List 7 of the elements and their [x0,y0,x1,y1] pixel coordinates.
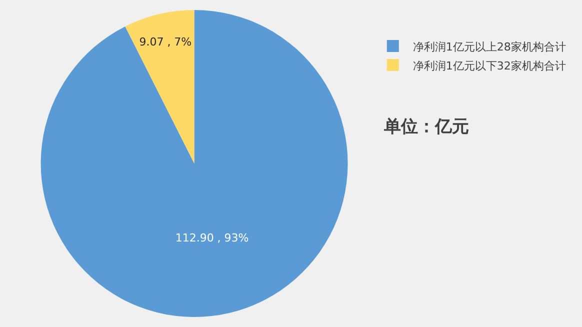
data-label: 9.07 , 7% [139,36,192,49]
legend-label: 净利润1亿元以上28家机构合计 [412,40,566,54]
pie-slice [41,10,348,317]
pie-slice [125,10,194,164]
data-label: 112.90 , 93% [175,232,249,245]
legend-label: 净利润1亿元以下32家机构合计 [412,59,566,72]
text: 单位：亿元 [383,117,469,137]
